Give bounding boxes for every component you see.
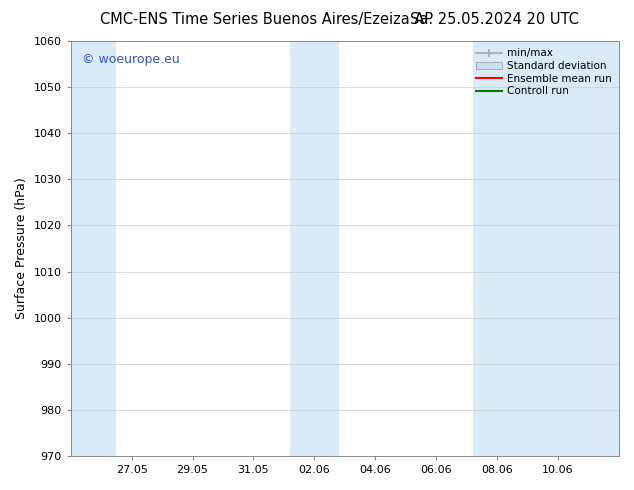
Text: Sa. 25.05.2024 20 UTC: Sa. 25.05.2024 20 UTC <box>410 12 579 27</box>
Text: © woeurope.eu: © woeurope.eu <box>82 53 179 67</box>
Bar <box>71 41 117 456</box>
Legend: min/max, Standard deviation, Ensemble mean run, Controll run: min/max, Standard deviation, Ensemble me… <box>474 46 614 98</box>
Y-axis label: Surface Pressure (hPa): Surface Pressure (hPa) <box>15 178 28 319</box>
Text: CMC-ENS Time Series Buenos Aires/Ezeiza AP: CMC-ENS Time Series Buenos Aires/Ezeiza … <box>100 12 433 27</box>
Bar <box>473 41 619 456</box>
Bar <box>290 41 339 456</box>
